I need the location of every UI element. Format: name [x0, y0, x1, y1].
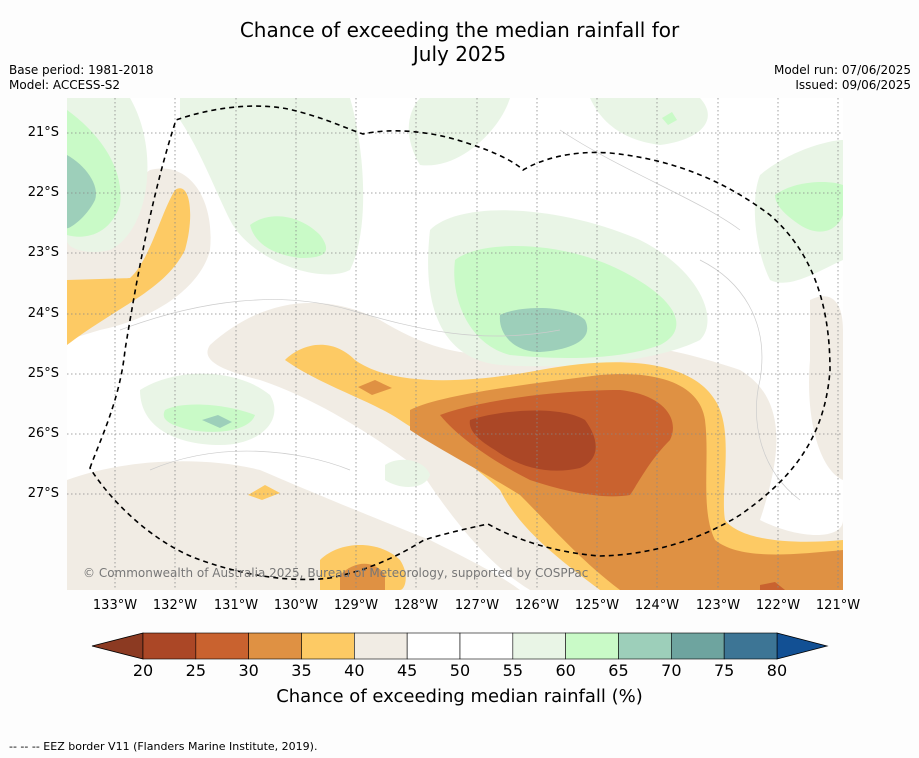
contour-55-band-small [385, 459, 430, 487]
contour-65-band-northwest [67, 155, 96, 229]
title-line-1: Chance of exceeding the median rainfall … [239, 18, 680, 42]
lon-label-132W: 132°W [152, 598, 198, 613]
colorbar-label: Chance of exceeding median rainfall (%) [276, 686, 643, 707]
colorbar-segment [618, 632, 672, 660]
lon-label-122W: 122°W [755, 598, 801, 613]
colorbar-low-arrow [91, 632, 144, 660]
contour-55-band-northcenter [408, 98, 510, 166]
contour-60-band-north [250, 216, 327, 258]
colorbar-tick-label: 20 [132, 661, 154, 680]
contour-45-band-east [809, 296, 843, 480]
colorbar-segment [354, 632, 408, 660]
lat-label-22S: 22°S [27, 185, 59, 200]
colorbar-tick-label: 50 [449, 661, 471, 680]
lon-label-129W: 129°W [333, 598, 379, 613]
meta-right: Model run: 07/06/2025 Issued: 09/06/2025 [774, 63, 911, 93]
contour-65-band-west-center [202, 415, 232, 428]
colorbar-tick-label: 75 [713, 661, 735, 680]
colorbar-segment [565, 632, 619, 660]
colorbar-segment [671, 632, 725, 660]
contour-30-band-southwest [340, 563, 385, 590]
colorbar-tick-label: 70 [661, 661, 682, 680]
colorbar-segment [406, 632, 461, 660]
lon-label-131W: 131°W [213, 598, 259, 613]
lon-label-130W: 130°W [273, 598, 319, 613]
colorbar-tick-label: 65 [608, 661, 629, 680]
lon-label-126W: 126°W [514, 598, 560, 613]
colorbar-segment [459, 632, 514, 660]
contour-20-band-center [469, 410, 596, 471]
lat-label-23S: 23°S [27, 245, 59, 260]
lon-label-125W: 125°W [574, 598, 620, 613]
lat-label-26S: 26°S [27, 426, 59, 441]
colorbar [91, 632, 829, 660]
contour-55-band-north [180, 98, 364, 275]
lon-label-127W: 127°W [454, 598, 500, 613]
colorbar-tick-label: 35 [291, 661, 312, 680]
contour-45-band-southwest [67, 461, 520, 590]
contour-60-band-east [775, 182, 843, 232]
eez-legend: -- -- -- EEZ border V11 (Flanders Marine… [9, 740, 318, 753]
lat-label-24S: 24°S [27, 306, 59, 321]
contour-25-band-south-small [760, 582, 785, 590]
colorbar-high-arrow [776, 632, 829, 660]
copyright-notice: © Commonwealth of Australia 2025, Bureau… [83, 566, 589, 580]
lon-label-124W: 124°W [634, 598, 680, 613]
colorbar-tick-label: 60 [555, 661, 576, 680]
lon-label-121W: 121°W [815, 598, 861, 613]
map-title: Chance of exceeding the median rainfall … [0, 18, 919, 66]
lon-label-128W: 128°W [393, 598, 439, 613]
contour-35-band-small [248, 485, 280, 500]
colorbar-tick-label: 45 [396, 661, 418, 680]
colorbar-segment [301, 632, 355, 660]
issued-date: Issued: 09/06/2025 [795, 78, 911, 92]
colorbar-segment [195, 632, 249, 660]
title-line-2: July 2025 [412, 42, 507, 66]
colorbar-segment [248, 632, 302, 660]
contour-30-band-small [358, 380, 392, 395]
model-run: Model run: 07/06/2025 [773, 63, 911, 77]
meta-left: Base period: 1981-2018 Model: ACCESS-S2 [9, 63, 154, 93]
map-plot-area [67, 98, 843, 590]
lon-label-133W: 133°W [92, 598, 138, 613]
colorbar-segment [142, 632, 197, 660]
contour-55-band-northeast [590, 98, 708, 145]
lat-label-21S: 21°S [27, 125, 59, 140]
contour-65-band-center [499, 308, 588, 352]
colorbar-tick-label: 55 [502, 661, 524, 680]
colorbar-segment [512, 632, 566, 660]
base-period: Base period: 1981-2018 [9, 63, 154, 77]
contour-35-band-west [67, 188, 191, 345]
lat-label-27S: 27°S [27, 486, 59, 501]
colorbar-tick-label: 25 [185, 661, 207, 680]
model-name: Model: ACCESS-S2 [9, 78, 121, 92]
colorbar-tick-label: 30 [238, 661, 259, 680]
lon-label-123W: 123°W [695, 598, 741, 613]
colorbar-tick-label: 40 [344, 661, 365, 680]
lat-label-25S: 25°S [27, 366, 59, 381]
colorbar-segment [723, 632, 778, 660]
colorbar-tick-label: 80 [766, 661, 788, 680]
contour-60-band-northeast-small [662, 112, 677, 125]
